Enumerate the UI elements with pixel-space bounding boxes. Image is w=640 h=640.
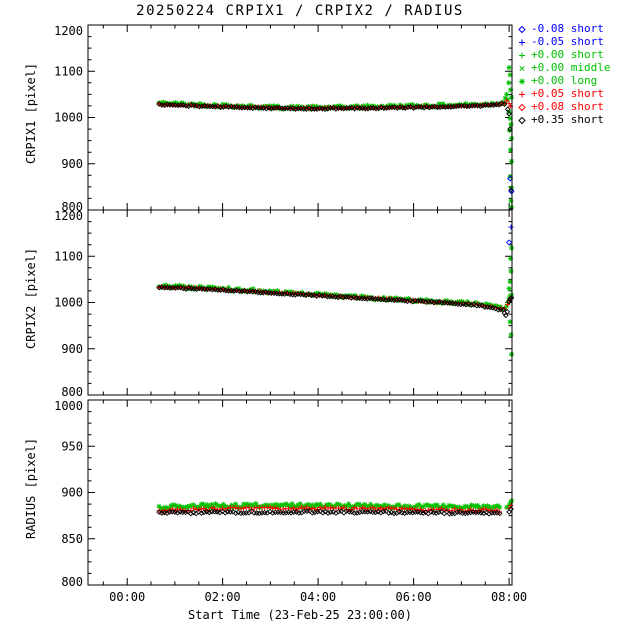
y-tick-label: 900 xyxy=(61,486,83,500)
legend-entry: +0.35 short xyxy=(516,113,610,126)
series-diamond xyxy=(156,506,514,517)
x-tick-label: 04:00 xyxy=(300,590,336,604)
legend-entry: +0.05 short xyxy=(516,87,610,100)
diamond-marker-icon xyxy=(518,25,526,33)
panel-frame xyxy=(87,399,513,586)
y-tick-label: 1000 xyxy=(54,111,83,125)
series-star xyxy=(156,65,515,210)
y-tick-label: 1200 xyxy=(54,209,83,223)
x-axis-label: Start Time (23-Feb-25 23:00:00) xyxy=(188,608,412,622)
series-diamond xyxy=(156,100,514,210)
y-tick-label: 1000 xyxy=(54,296,83,310)
legend-entry: +0.00 middle xyxy=(516,61,610,74)
chart-title: 20250224 CRPIX1 / CRPIX2 / RADIUS xyxy=(136,3,464,19)
series-diamond xyxy=(506,239,513,246)
x-tick-label: 08:00 xyxy=(491,590,527,604)
series-plus xyxy=(508,224,514,230)
diamond-marker-icon xyxy=(518,103,526,111)
x-tick-label: 02:00 xyxy=(205,590,241,604)
legend-entry: +0.08 short xyxy=(516,100,610,113)
x-tick-label: 00:00 xyxy=(109,590,145,604)
series-star xyxy=(156,245,515,357)
panel-frame xyxy=(87,24,513,211)
legend-label: +0.08 short xyxy=(531,100,604,113)
legend-label: +0.00 middle xyxy=(531,61,611,74)
series-plus xyxy=(156,284,513,312)
legend-label: -0.08 short xyxy=(531,22,604,35)
series-diamond xyxy=(507,175,515,195)
panel-frame xyxy=(87,209,513,396)
y-tick-label: 1100 xyxy=(54,249,83,263)
x-tick-label: 06:00 xyxy=(396,590,432,604)
y-tick-label: 1200 xyxy=(54,24,83,38)
legend-label: +0.00 short xyxy=(531,48,604,61)
y-tick-label: 850 xyxy=(61,532,83,546)
legend-entry: -0.05 short xyxy=(516,35,610,48)
y-tick-label: 900 xyxy=(61,157,83,171)
plus-marker-icon xyxy=(519,52,525,58)
cross-marker-icon xyxy=(519,65,525,71)
y-tick-label: 900 xyxy=(61,342,83,356)
tick-marks xyxy=(88,24,512,211)
y-tick-label: 1000 xyxy=(54,399,83,413)
y-tick-label: 1100 xyxy=(54,64,83,78)
diamond-marker-icon xyxy=(518,116,526,124)
y-tick-label: 800 xyxy=(61,575,83,589)
star-marker-icon xyxy=(519,78,525,84)
legend: -0.08 short -0.05 short +0.00 short +0.00 m… xyxy=(516,22,610,126)
legend-entry: -0.08 short xyxy=(516,22,610,35)
legend-label: +0.35 short xyxy=(531,113,604,126)
plus-marker-icon xyxy=(519,39,525,45)
plus-marker-icon xyxy=(519,91,525,97)
legend-entry: +0.00 short xyxy=(516,48,610,61)
y-tick-label: 950 xyxy=(61,439,83,453)
legend-label: -0.05 short xyxy=(531,35,604,48)
tick-marks xyxy=(88,399,512,586)
legend-entry: +0.00 long xyxy=(516,74,610,87)
y-tick-label: 800 xyxy=(61,200,83,214)
series-diamond xyxy=(156,284,515,319)
legend-label: +0.00 long xyxy=(531,74,598,87)
legend-label: +0.05 short xyxy=(531,87,604,100)
y-tick-label: 800 xyxy=(61,385,83,399)
